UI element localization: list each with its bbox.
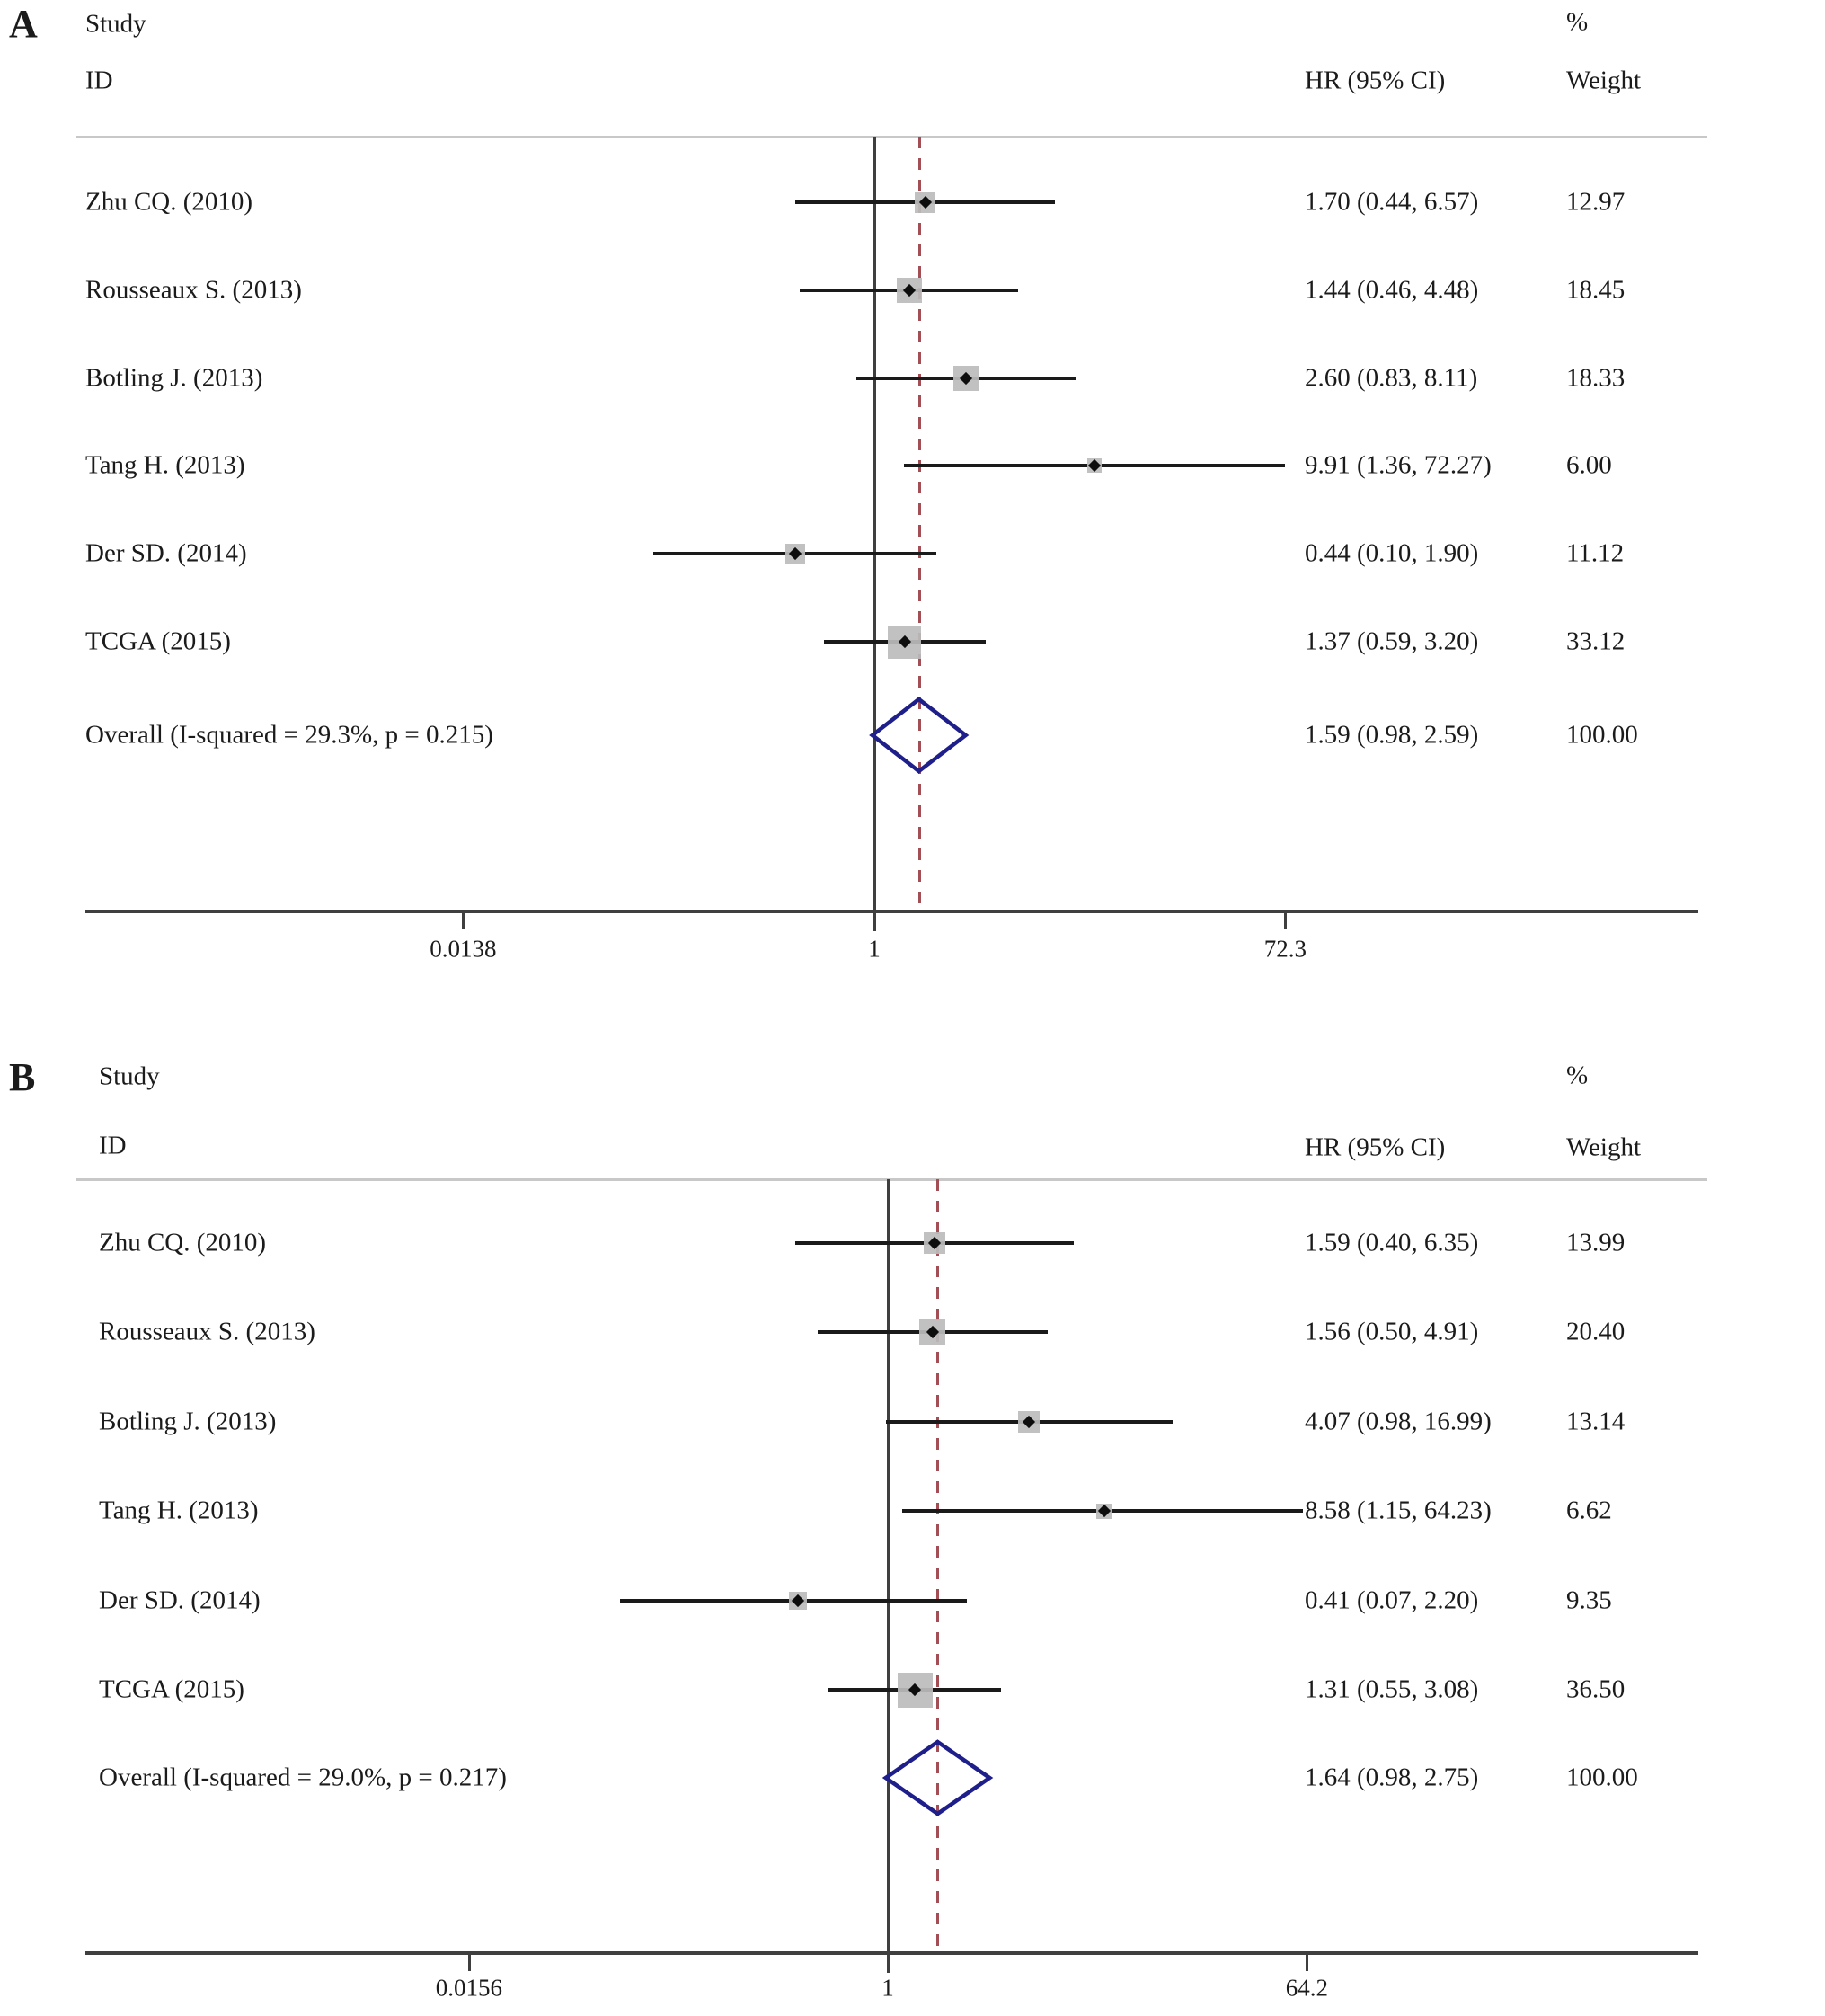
x-axis-tick-mark [887, 1953, 890, 1971]
overall-estimate-dashed-line [936, 1179, 940, 1953]
study-label: Botling J. (2013) [85, 363, 263, 393]
percent-column-header: % [1566, 7, 1589, 37]
x-axis-tick-mark [467, 1953, 471, 1971]
id-column-header: ID [85, 66, 113, 95]
overall-weight-value: 100.00 [1566, 720, 1638, 750]
x-axis-tick-label: 1 [881, 1974, 894, 2002]
hr-column-header: HR (95% CI) [1305, 66, 1446, 95]
study-label: Rousseaux S. (2013) [85, 275, 302, 305]
overall-estimate-dashed-line [917, 137, 921, 911]
study-label: Der SD. (2014) [99, 1585, 261, 1615]
overall-weight-value: 100.00 [1566, 1763, 1638, 1792]
x-axis-tick-label: 0.0156 [435, 1974, 502, 2002]
weight-value: 13.99 [1566, 1228, 1626, 1257]
study-label: Zhu CQ. (2010) [85, 187, 253, 217]
weight-value: 11.12 [1566, 538, 1625, 568]
weight-value: 20.40 [1566, 1317, 1626, 1346]
hr-value: 0.44 (0.10, 1.90) [1305, 538, 1479, 568]
percent-column-header: % [1566, 1061, 1589, 1090]
x-axis-tick-mark [1306, 1953, 1309, 1971]
weight-value: 18.33 [1566, 363, 1626, 393]
weight-value: 36.50 [1566, 1674, 1626, 1704]
weight-column-header: Weight [1566, 1132, 1642, 1162]
weight-value: 9.35 [1566, 1585, 1612, 1615]
weight-value: 12.97 [1566, 187, 1626, 217]
hr-column-header: HR (95% CI) [1305, 1132, 1446, 1162]
x-axis-tick-mark [462, 911, 465, 929]
overall-hr-value: 1.59 (0.98, 2.59) [1305, 720, 1479, 750]
study-column-header: Study [99, 1061, 160, 1091]
hr-value: 9.91 (1.36, 72.27) [1305, 450, 1492, 480]
header-rule [76, 1178, 1707, 1181]
overall-label: Overall (I-squared = 29.0%, p = 0.217) [99, 1763, 507, 1792]
id-column-header: ID [99, 1131, 127, 1160]
study-label: TCGA (2015) [99, 1674, 244, 1704]
weight-value: 33.12 [1566, 626, 1626, 656]
x-axis-tick-label: 64.2 [1285, 1974, 1328, 2002]
weight-value: 6.00 [1566, 450, 1612, 480]
hr-value: 1.59 (0.40, 6.35) [1305, 1228, 1479, 1257]
header-rule [76, 136, 1707, 138]
x-axis-tick-label: 0.0138 [430, 935, 497, 963]
x-axis-tick-label: 1 [868, 935, 881, 963]
x-axis-tick-mark [1284, 911, 1288, 929]
study-label: Tang H. (2013) [85, 450, 245, 480]
hr-value: 1.44 (0.46, 4.48) [1305, 275, 1479, 305]
weight-column-header: Weight [1566, 66, 1642, 95]
panel-letter: B [9, 1055, 36, 1099]
study-label: Der SD. (2014) [85, 538, 247, 568]
overall-hr-value: 1.64 (0.98, 2.75) [1305, 1763, 1479, 1792]
weight-value: 6.62 [1566, 1496, 1612, 1525]
hr-value: 1.37 (0.59, 3.20) [1305, 626, 1479, 656]
hr-value: 4.07 (0.98, 16.99) [1305, 1407, 1492, 1436]
study-label: Rousseaux S. (2013) [99, 1317, 315, 1346]
study-label: Botling J. (2013) [99, 1407, 277, 1436]
study-column-header: Study [85, 9, 146, 39]
x-axis-tick-mark [873, 911, 876, 929]
null-effect-line [873, 137, 876, 931]
weight-value: 13.14 [1566, 1407, 1626, 1436]
panel-letter: A [9, 2, 38, 46]
hr-value: 2.60 (0.83, 8.11) [1305, 363, 1478, 393]
null-effect-line [887, 1179, 890, 1973]
x-axis-line [85, 910, 1698, 913]
hr-value: 1.56 (0.50, 4.91) [1305, 1317, 1479, 1346]
hr-value: 1.70 (0.44, 6.57) [1305, 187, 1479, 217]
hr-value: 1.31 (0.55, 3.08) [1305, 1674, 1479, 1704]
hr-value: 8.58 (1.15, 64.23) [1305, 1496, 1492, 1525]
study-label: Zhu CQ. (2010) [99, 1228, 267, 1257]
x-axis-tick-label: 72.3 [1263, 935, 1307, 963]
study-label: Tang H. (2013) [99, 1496, 259, 1525]
overall-label: Overall (I-squared = 29.3%, p = 0.215) [85, 720, 493, 750]
study-label: TCGA (2015) [85, 626, 231, 656]
hr-value: 0.41 (0.07, 2.20) [1305, 1585, 1479, 1615]
x-axis-line [85, 1951, 1698, 1955]
weight-value: 18.45 [1566, 275, 1626, 305]
